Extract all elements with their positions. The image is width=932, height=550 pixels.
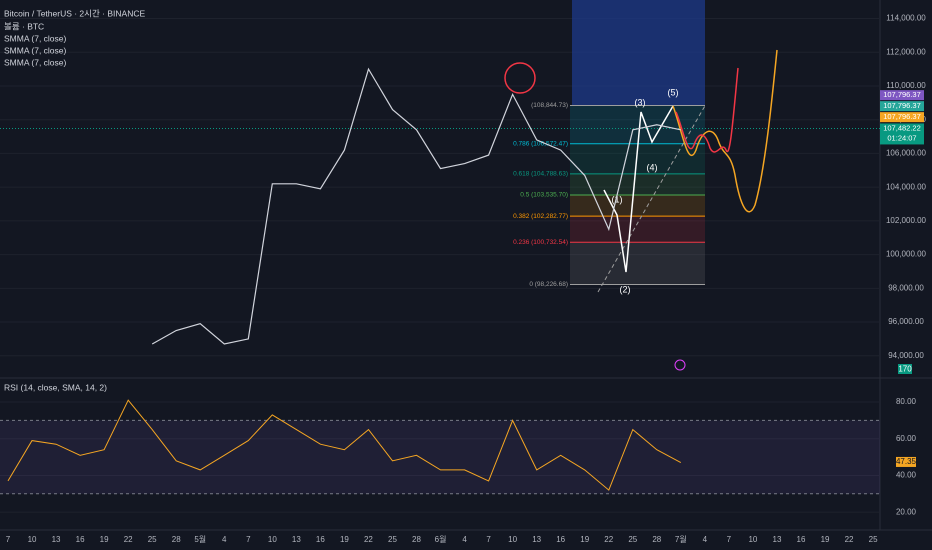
price-label-box: [880, 90, 924, 101]
x-tick-label: 4: [222, 535, 227, 544]
x-tick-label: 10: [748, 535, 757, 544]
wave-path: [603, 105, 674, 273]
x-tick-label: 25: [628, 535, 637, 544]
y-tick-label: 98,000.00: [888, 283, 924, 292]
x-tick-label: 22: [124, 535, 133, 544]
x-tick-label: 25: [388, 535, 397, 544]
y-tick-label: 100,000.00: [886, 250, 927, 259]
volume-label-box: [898, 364, 912, 374]
x-tick-label: 25: [148, 535, 157, 544]
wave-label: (1): [612, 194, 623, 204]
x-tick-label: 13: [532, 535, 541, 544]
price-line: [151, 67, 681, 345]
x-tick-label: 19: [821, 535, 830, 544]
event-marker: [674, 359, 686, 371]
x-tick-label: 28: [652, 535, 661, 544]
x-tick-label: 22: [845, 535, 854, 544]
wave-label: (3): [635, 97, 646, 107]
symbol-title: Bitcoin / TetherUS · 2시간 · BINANCE: [4, 8, 145, 18]
x-tick-label: 22: [364, 535, 373, 544]
x-tick-label: 19: [340, 535, 349, 544]
x-tick-label: 7: [246, 535, 251, 544]
y-tick-label: 110,000.00: [886, 81, 926, 90]
wave-label: (2): [620, 284, 631, 294]
y-tick-label: 80.00: [896, 397, 917, 406]
x-tick-label: 7: [6, 535, 11, 544]
x-tick-label: 13: [773, 535, 782, 544]
y-tick-label: 94,000.00: [888, 351, 924, 360]
rsi-label: 47.35: [896, 457, 917, 466]
x-tick-label: 25: [869, 535, 878, 544]
fib-trend-line: [597, 103, 707, 293]
y-tick-label: 96,000.00: [888, 317, 924, 326]
countdown-label: 01:24:07: [887, 133, 916, 142]
fib-label: 0 (98,226.68): [529, 281, 568, 288]
x-tick-label: 16: [797, 535, 806, 544]
alt-forecast-path: [675, 67, 739, 153]
y-tick-label: 104,000.00: [886, 182, 927, 191]
indicator-label: SMMA (7, close): [4, 45, 67, 55]
rsi-band: [0, 420, 880, 494]
y-tick-label: 102,000.00: [886, 216, 927, 225]
highlight-circle: [504, 62, 536, 94]
indicator-label: SMMA (7, close): [4, 57, 67, 67]
x-tick-label: 28: [412, 535, 421, 544]
forecast-path: [672, 49, 778, 213]
y-tick-label: 106,000.00: [886, 149, 927, 158]
rsi-label-box: [896, 456, 916, 467]
wave-label: (5): [668, 87, 679, 97]
price-label-box: [880, 101, 924, 112]
price-line: [7, 399, 682, 491]
x-tick-label: 4: [462, 535, 467, 544]
x-tick-label: 28: [172, 535, 181, 544]
x-tick-label: 16: [76, 535, 85, 544]
x-tick-label: 10: [508, 535, 517, 544]
price-label: 107,482.22: [883, 123, 921, 132]
rsi-title: RSI (14, close, SMA, 14, 2): [4, 382, 107, 392]
fib-label: 0.236 (100,732.54): [513, 239, 568, 246]
x-tick-label: 6월: [435, 534, 447, 544]
price-label-box: [880, 123, 924, 145]
fib-zone: [570, 173, 705, 195]
x-tick-label: 13: [52, 535, 61, 544]
x-tick-label: 16: [556, 535, 565, 544]
fib-label: (108,844.73): [531, 102, 568, 109]
x-tick-label: 7: [727, 535, 732, 544]
price-label: 107,796.37: [883, 112, 921, 121]
x-tick-label: 5월: [194, 534, 206, 544]
x-tick-label: 19: [580, 535, 589, 544]
price-label-box: [880, 112, 924, 123]
y-tick-label: 114,000.00: [886, 14, 926, 23]
fib-zone: [570, 194, 705, 217]
fib-label: 0.5 (103,535.70): [520, 192, 568, 199]
fib-zone: [570, 242, 705, 285]
x-tick-label: 7월: [675, 534, 687, 544]
wave-label: (4): [647, 162, 658, 172]
indicator-label: 볼륨 · BTC: [4, 21, 44, 31]
fib-label: 0.618 (104,788.63): [513, 171, 568, 178]
target-zone: [572, 0, 705, 106]
back-layer: [0, 0, 880, 513]
fib-zone: [570, 216, 705, 243]
y-tick-label: 60.00: [896, 434, 917, 443]
volume-label: 170: [898, 365, 912, 374]
x-tick-label: 22: [604, 535, 613, 544]
price-label: 107,796.37: [883, 101, 921, 110]
x-tick-label: 10: [268, 535, 277, 544]
y-tick-label: 40.00: [896, 471, 917, 480]
x-tick-label: 19: [100, 535, 109, 544]
fib-label: 0.382 (102,282.77): [513, 213, 568, 220]
y-tick-label: 112,000.00: [886, 47, 926, 56]
x-tick-label: 10: [28, 535, 37, 544]
indicator-label: SMMA (7, close): [4, 33, 67, 43]
x-tick-label: 7: [486, 535, 491, 544]
x-tick-label: 16: [316, 535, 325, 544]
x-tick-label: 4: [703, 535, 708, 544]
y-tick-label: 20.00: [896, 507, 917, 516]
fib-label: 0.786 (106,572.47): [513, 141, 568, 148]
x-tick-label: 13: [292, 535, 301, 544]
price-label: 107,796.37: [883, 90, 921, 99]
